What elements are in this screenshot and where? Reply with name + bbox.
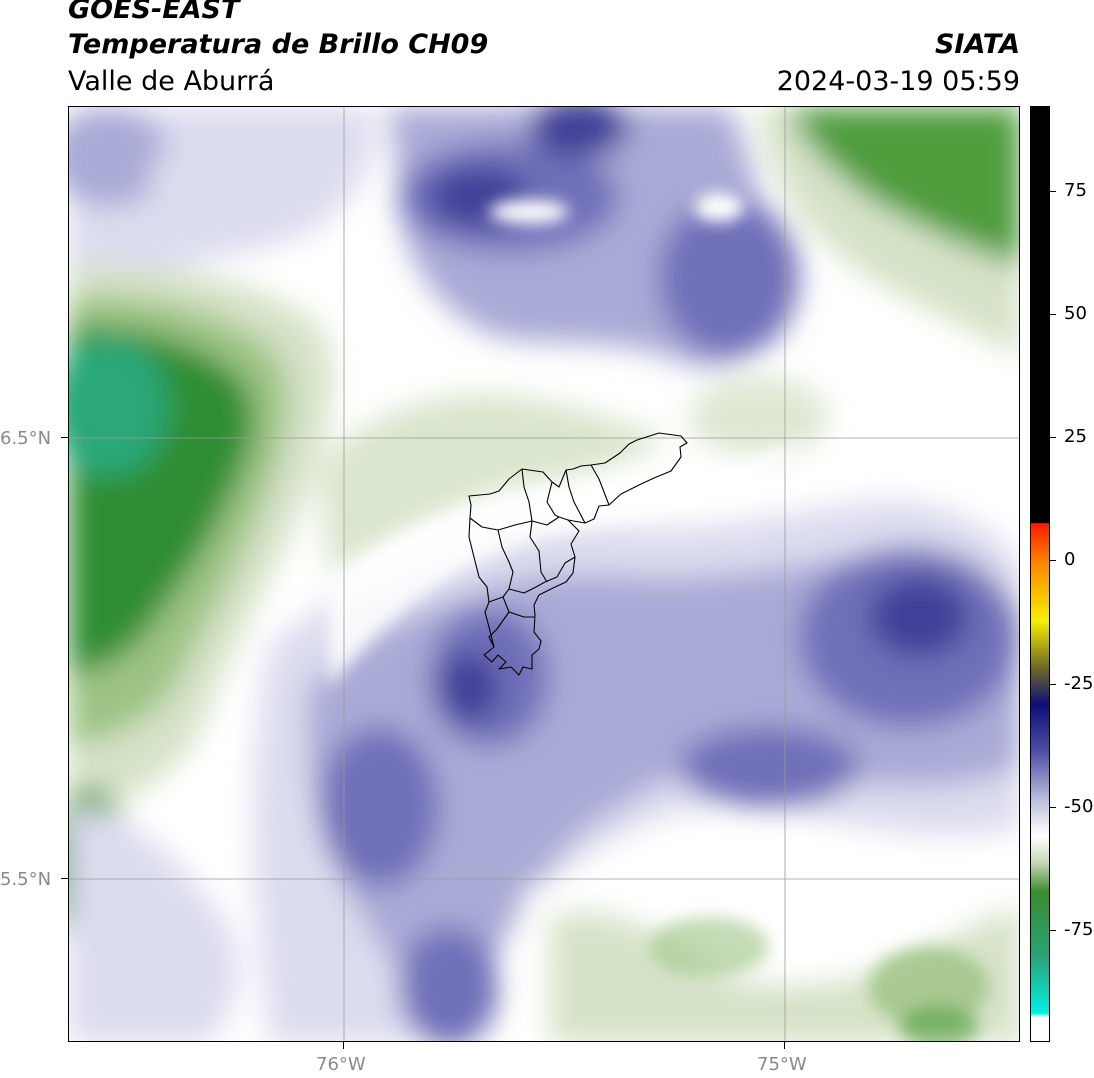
- region-label: Valle de Aburrá: [68, 66, 275, 97]
- field-region: [319, 394, 669, 577]
- field-region: [689, 377, 829, 457]
- lon-tick-mark: [784, 1042, 786, 1049]
- timestamp-label: 2024-03-19 05:59: [776, 66, 1020, 97]
- graticule: [69, 107, 1019, 1041]
- field-region: [69, 107, 169, 207]
- field-region: [319, 727, 439, 887]
- field-region: [69, 807, 240, 1041]
- product-title: Temperatura de Brillo CH09: [68, 29, 489, 60]
- colorbar-tick: [1050, 191, 1056, 193]
- field-region: [399, 927, 499, 1041]
- map-field: [69, 107, 1019, 1041]
- lon-tick-label: 76°W: [316, 1054, 366, 1075]
- field-region: [329, 437, 809, 687]
- field-region: [869, 577, 969, 657]
- field-region: [899, 1007, 979, 1041]
- municipal-boundary: [546, 481, 560, 518]
- colorbar-tick: [1050, 437, 1056, 439]
- colorbar-tick: [1050, 560, 1056, 562]
- municipal-boundary: [521, 468, 533, 522]
- field-detail-layers: [329, 192, 989, 1041]
- municipal-boundaries: [468, 432, 688, 676]
- colorbar-tick: [1050, 807, 1056, 809]
- satellite-label: GOES-EAST: [68, 0, 240, 25]
- field-region: [649, 917, 769, 977]
- lat-tick-mark: [61, 437, 68, 439]
- municipal-boundary: [529, 520, 548, 583]
- field-region: [659, 197, 799, 357]
- municipal-boundary: [590, 464, 610, 506]
- lon-tick-label: 75°W: [757, 1054, 807, 1075]
- lon-tick-mark: [343, 1042, 345, 1049]
- lat-tick-label: 6.5°N: [0, 428, 52, 449]
- field-region: [439, 652, 499, 722]
- field-region: [679, 727, 859, 807]
- field-region: [529, 107, 629, 157]
- municipal-boundary: [565, 469, 586, 524]
- lat-tick-label: 5.5°N: [0, 869, 52, 890]
- brightness-temperature-map: [68, 106, 1020, 1042]
- field-region: [869, 947, 989, 1027]
- colorbar-label: 25: [1064, 426, 1087, 447]
- colorbar-label: 50: [1064, 303, 1087, 324]
- colorbar-label: 75: [1064, 180, 1087, 201]
- field-region: [489, 200, 569, 224]
- colorbar-tick: [1050, 684, 1056, 686]
- field-region: [149, 137, 309, 217]
- field-region: [789, 107, 1019, 267]
- field-region: [69, 337, 169, 477]
- colorbar: [1030, 106, 1050, 1042]
- lat-tick-mark: [61, 878, 68, 880]
- agency-label: SIATA: [934, 29, 1020, 60]
- municipal-boundary: [497, 529, 514, 590]
- colorbar-tick: [1050, 314, 1056, 316]
- colorbar-label: -75: [1064, 919, 1094, 940]
- municipal-boundary: [468, 517, 495, 648]
- colorbar-label: 0: [1064, 549, 1076, 570]
- municipal-boundary: [508, 611, 534, 618]
- colorbar-label: -50: [1064, 796, 1094, 817]
- municipal-boundary: [483, 519, 580, 676]
- colorbar-label: -25: [1064, 673, 1094, 694]
- municipal-boundary: [488, 596, 504, 603]
- colorbar-tick: [1050, 930, 1056, 932]
- field-region: [694, 192, 744, 222]
